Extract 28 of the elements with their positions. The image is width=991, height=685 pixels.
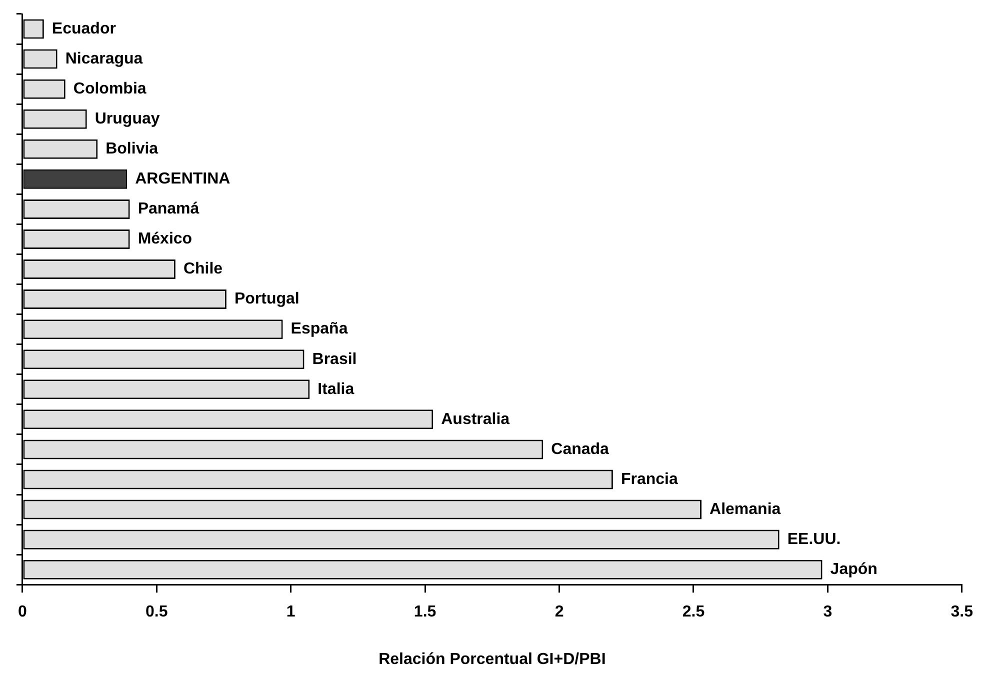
y-tick-label: Panamá	[138, 200, 200, 218]
y-tick-label: Australia	[441, 410, 510, 428]
x-tick-label: 0	[18, 604, 27, 621]
y-tick-label: Colombia	[73, 80, 146, 98]
y-tick-label: Bolivia	[106, 140, 158, 158]
y-tick-label: ARGENTINA	[135, 170, 231, 188]
y-tick-label: Brasil	[312, 350, 357, 368]
y-tick-label: Japón	[830, 560, 878, 578]
y-tick-label: Ecuador	[52, 20, 116, 38]
y-tick-label: Italia	[318, 380, 354, 398]
x-tick-label: 1	[286, 604, 296, 621]
y-tick-label: Francia	[620, 470, 678, 488]
y-tick-label: Nicaragua	[65, 50, 143, 68]
y-tick-label: Chile	[183, 260, 223, 278]
y-tick-label: Uruguay	[94, 110, 160, 128]
y-tick-label: EE.UU.	[787, 530, 841, 548]
x-tick-label: 3	[823, 604, 832, 621]
y-tick-label: Canada	[551, 440, 610, 458]
y-tick-label: México	[138, 230, 192, 248]
x-axis-title: Relación Porcentual GI+D/PBI	[378, 650, 606, 668]
x-tick-label: 0.5	[146, 604, 168, 621]
x-tick-label: 3.5	[950, 604, 974, 621]
y-tick-label: Alemania	[710, 500, 781, 518]
y-tick-label: Portugal	[234, 290, 300, 308]
x-tick-label: 1.5	[414, 604, 436, 621]
y-tick-label: España	[290, 320, 348, 338]
x-tick-label: 2.5	[682, 604, 705, 621]
x-tick-label: 2	[554, 604, 564, 621]
